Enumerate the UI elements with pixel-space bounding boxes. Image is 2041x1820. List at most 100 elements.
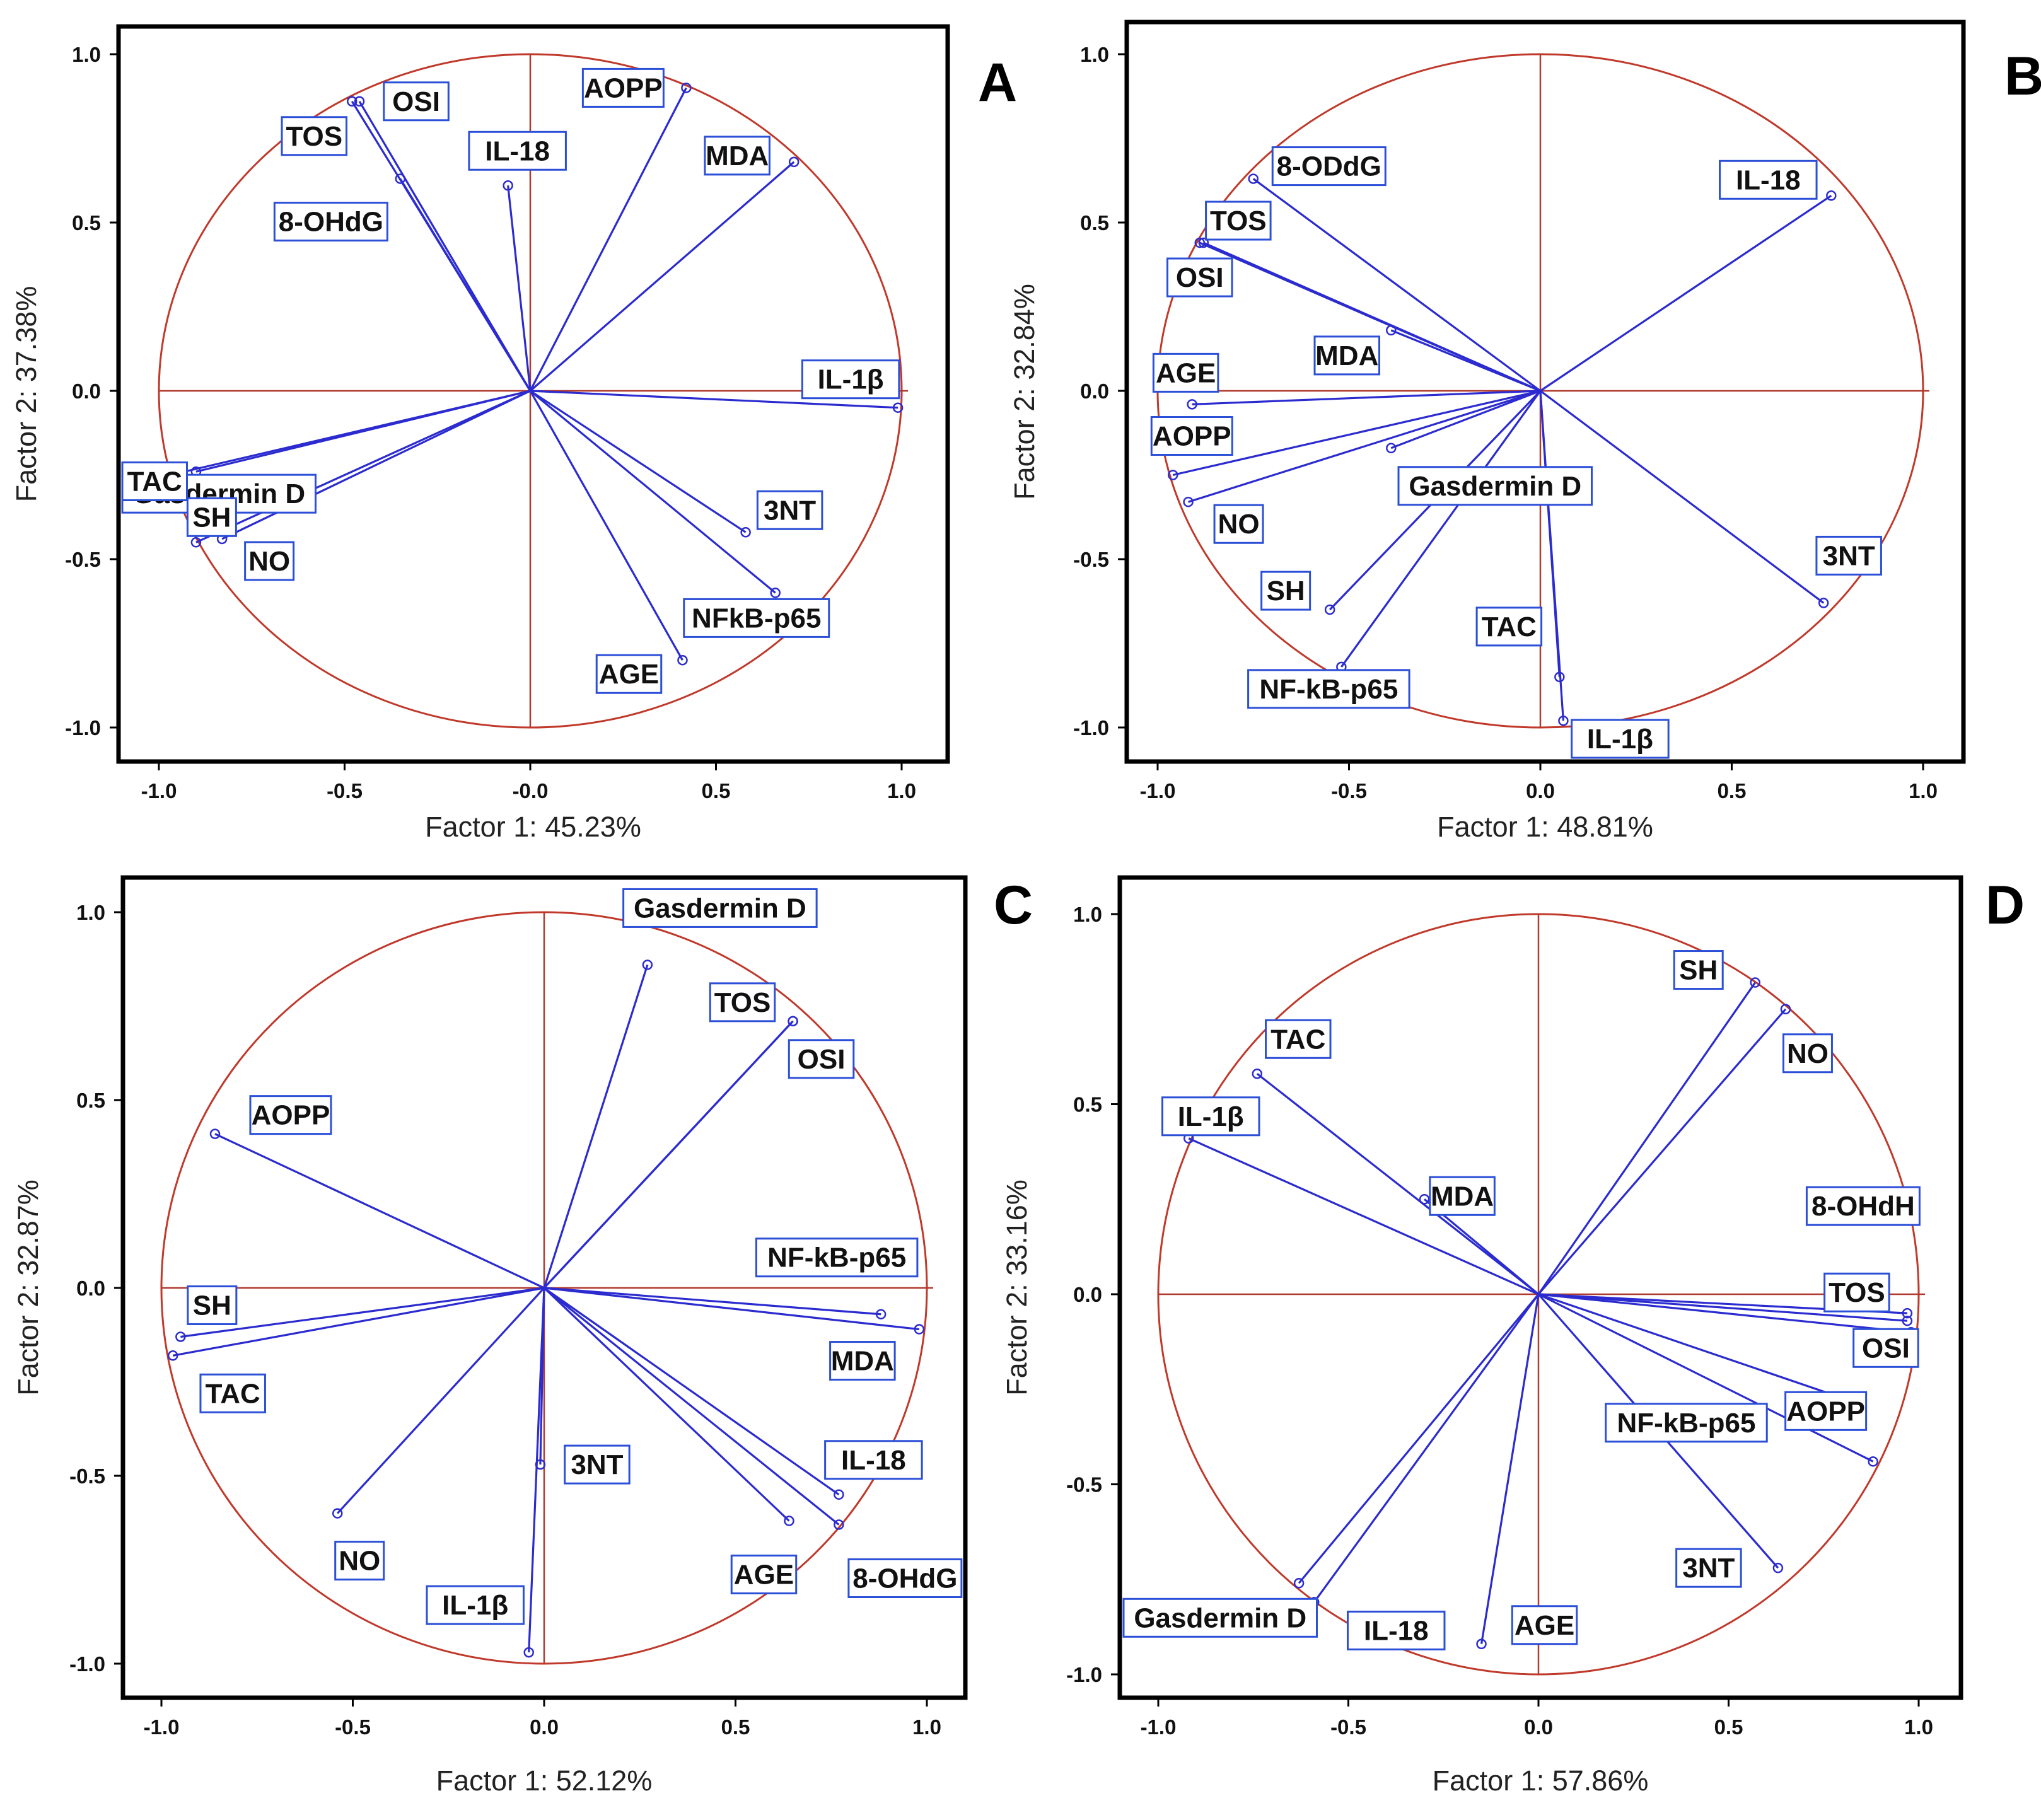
vector-endpoint-gasdermin-d xyxy=(1386,443,1397,454)
vector-endpoint-il-18 xyxy=(834,1489,844,1500)
vectors xyxy=(167,959,925,1658)
y-tick-label: 1.0 xyxy=(1080,43,1109,66)
label-box-il-1beta xyxy=(1571,719,1670,759)
x-axis-label: Factor 1: 48.81% xyxy=(1437,811,1653,843)
x-tick-label: 0.5 xyxy=(702,779,731,803)
vector-endpoint-tos xyxy=(1198,237,1209,248)
y-tick-label: -1.0 xyxy=(69,1652,105,1676)
label-box-age xyxy=(1152,352,1219,393)
y-tick-label: -1.0 xyxy=(1073,716,1109,739)
label-box-tac xyxy=(199,1373,266,1413)
label-sh: SH xyxy=(1267,576,1305,606)
vector-age xyxy=(1192,390,1541,405)
vector-endpoint-mda xyxy=(788,156,800,168)
vector-tac xyxy=(170,390,531,477)
label-gasdermin-d: Gasdermin D xyxy=(1134,1603,1306,1633)
label-box-tos xyxy=(709,982,776,1023)
label-box-sh xyxy=(1260,571,1311,611)
label-box-il-1beta xyxy=(801,359,900,400)
label-box-aopp xyxy=(249,1095,332,1135)
label-no: NO xyxy=(339,1546,380,1577)
label-nf-kb-p65: NF-kB-p65 xyxy=(1259,674,1398,705)
vector-endpoint-3nt xyxy=(740,527,751,538)
label-tac: TAC xyxy=(127,467,182,497)
label-box-aopp xyxy=(1784,1391,1868,1431)
x-tick-label: 0.0 xyxy=(1524,1715,1553,1739)
label-box-mda xyxy=(1429,1176,1496,1216)
label-box-age xyxy=(595,654,663,694)
x-tick-label: -1.0 xyxy=(1141,1715,1177,1739)
vector-endpoint-8-ohdg xyxy=(834,1519,844,1530)
label-nfkb-p65: NFkB-p65 xyxy=(692,603,821,634)
y-tick-label: -1.0 xyxy=(65,716,101,739)
x-tick-label: 0.5 xyxy=(721,1715,750,1739)
vector-endpoint-no xyxy=(332,1508,343,1519)
label-box-tac xyxy=(1265,1019,1332,1059)
y-tick-label: 1.0 xyxy=(76,901,105,924)
vector-endpoint-aopp xyxy=(681,83,692,93)
vector-tac xyxy=(172,1287,545,1357)
label-il-18: IL-18 xyxy=(841,1445,906,1476)
vector-endpoint-sh xyxy=(1750,977,1760,988)
plot-frame xyxy=(1117,875,1963,1700)
label-box-il-1beta xyxy=(1161,1096,1260,1137)
plot-frame xyxy=(116,24,950,764)
label-box-age xyxy=(730,1555,798,1595)
label-box-sh xyxy=(186,497,237,537)
vector-osi xyxy=(1199,241,1541,392)
vectors xyxy=(1168,173,1837,726)
vector-age xyxy=(1480,1294,1540,1645)
vector-endpoint-il-1beta xyxy=(1558,716,1569,726)
label-il-18: IL-18 xyxy=(1364,1615,1429,1646)
vector-osi xyxy=(1538,1293,1912,1333)
x-tick-label: -1.0 xyxy=(141,779,177,803)
vector-il-18 xyxy=(507,185,532,391)
label-box-8-ohdh xyxy=(1805,1186,1921,1226)
label-age: AGE xyxy=(1156,357,1216,388)
vector-endpoint-8-ohdh xyxy=(1902,1307,1913,1319)
label-box-age xyxy=(1511,1605,1578,1645)
x-tick-label: -0.5 xyxy=(335,1715,371,1739)
vector-8-ohdg xyxy=(543,1287,840,1526)
label-box-nf-kb-p65 xyxy=(1247,669,1410,709)
vector-il-1beta xyxy=(1539,390,1565,721)
panel-letter: D xyxy=(1986,875,2025,936)
vector-endpoint-nf-kb-p65 xyxy=(875,1309,887,1319)
vector-il-18 xyxy=(544,1287,840,1496)
label-box-il-18 xyxy=(1719,159,1818,200)
variable-labels: Gasdermin D TOS OSI AOPP NF-kB-p65 MDA SH TAC 3N… xyxy=(187,888,963,1625)
label-box-no xyxy=(334,1541,385,1581)
label-mda: MDA xyxy=(1431,1181,1494,1212)
vector-no xyxy=(221,390,531,540)
y-tick-label: -1.0 xyxy=(1066,1663,1102,1686)
vector-endpoint-sh xyxy=(190,537,202,548)
label-il-1beta: IL-1β xyxy=(1587,724,1653,755)
vector-endpoint-gasdermin-d xyxy=(642,959,653,970)
label-box-nf-kb-p65 xyxy=(755,1237,919,1278)
x-tick-label: 0.0 xyxy=(530,1715,559,1739)
label-gasdermin-d: Gasdermin D xyxy=(634,893,806,924)
vector-endpoint-age xyxy=(784,1516,794,1526)
label-aopp: AOPP xyxy=(1786,1396,1865,1427)
label-tos: TOS xyxy=(714,987,771,1018)
label-box-8-oddg xyxy=(1271,146,1387,187)
label-3nt: 3NT xyxy=(764,495,816,526)
label-box-aopp xyxy=(1150,416,1233,456)
label-tac: TAC xyxy=(206,1378,260,1409)
label-box-tos xyxy=(1823,1272,1890,1313)
x-tick-label: -0.0 xyxy=(513,779,549,803)
vector-sh xyxy=(180,1287,545,1338)
variable-labels: 8-ODdG IL-18 TOS OSI MDA AGE AOPP Gasdermin D NO… xyxy=(1150,146,1882,759)
label-sh: SH xyxy=(193,1290,231,1321)
vector-tos xyxy=(1538,1293,1908,1322)
label-box-3nt xyxy=(756,490,823,530)
label-osi: OSI xyxy=(392,86,440,117)
variable-labels: SH NO TAC IL-1β MDA 8-OHdH TOS OSI NF-kB-p65 AOPP… xyxy=(1122,950,1921,1650)
label-8-oddg: 8-ODdG xyxy=(1277,151,1381,182)
vector-endpoint-nfkb-p65 xyxy=(770,588,781,598)
label-box-nf-kb-p65 xyxy=(1605,1403,1768,1443)
label-box-3nt xyxy=(1675,1548,1742,1588)
label-osi: OSI xyxy=(1862,1333,1910,1364)
y-tick-label: 0.5 xyxy=(1073,1093,1102,1116)
label-aopp: AOPP xyxy=(584,72,663,103)
